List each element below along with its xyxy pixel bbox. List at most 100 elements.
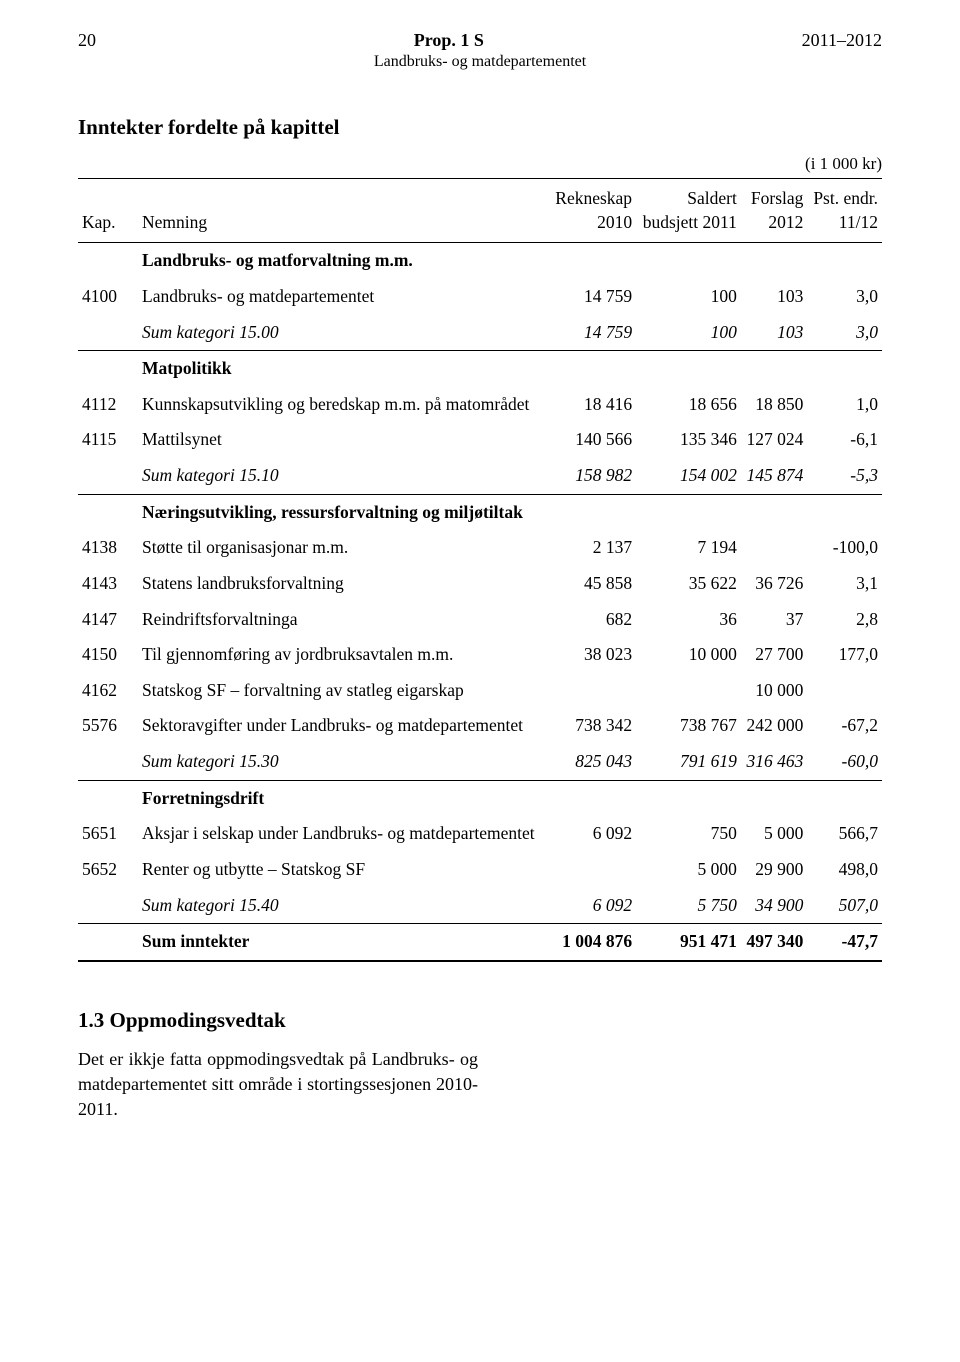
cell-kap: 5651: [78, 816, 138, 852]
cell-num: 135 346: [636, 422, 741, 458]
cell-name: Kunnskapsutvikling og beredskap m.m. på …: [138, 387, 549, 423]
cell-kap: 4112: [78, 387, 138, 423]
cell-num: 158 982: [549, 458, 636, 494]
cell-num: 3,1: [807, 566, 882, 602]
cell-num: 14 759: [549, 279, 636, 315]
cell-name: Sum kategori 15.30: [138, 744, 549, 780]
cell-name: Næringsutvikling, ressursforvaltning og …: [138, 494, 549, 530]
cell-name: Matpolitikk: [138, 351, 549, 387]
cell-num: [549, 780, 636, 816]
table-row: 5652Renter og utbytte – Statskog SF5 000…: [78, 852, 882, 888]
cell-num: 951 471: [636, 924, 741, 961]
cell-num: 6 092: [549, 816, 636, 852]
cell-kap: 4143: [78, 566, 138, 602]
cell-num: 2 137: [549, 530, 636, 566]
cell-num: [636, 494, 741, 530]
cell-num: 18 850: [741, 387, 808, 423]
cell-num: 127 024: [741, 422, 808, 458]
cell-name: Landbruks- og matforvaltning m.m.: [138, 243, 549, 279]
cell-num: -67,2: [807, 708, 882, 744]
doc-title: Prop. 1 S: [96, 30, 802, 51]
section-body-text: Det er ikkje fatta oppmodingsvedtak på L…: [78, 1047, 478, 1123]
col-nemning: Nemning: [138, 179, 549, 243]
table-row: Næringsutvikling, ressursforvaltning og …: [78, 494, 882, 530]
cell-kap: 5652: [78, 852, 138, 888]
cell-num: [549, 673, 636, 709]
table-row: Matpolitikk: [78, 351, 882, 387]
table-row: 4100Landbruks- og matdepartementet14 759…: [78, 279, 882, 315]
cell-num: [549, 494, 636, 530]
cell-num: 100: [636, 315, 741, 351]
cell-num: [741, 780, 808, 816]
cell-num: 37: [741, 602, 808, 638]
page-number: 20: [78, 30, 96, 51]
cell-num: 100: [636, 279, 741, 315]
col-rekneskap: Rekneskap 2010: [549, 179, 636, 243]
cell-num: -6,1: [807, 422, 882, 458]
section-heading: 1.3 Oppmodingsvedtak: [78, 1008, 882, 1033]
table-row: 4115Mattilsynet140 566135 346127 024-6,1: [78, 422, 882, 458]
cell-kap: 5576: [78, 708, 138, 744]
cell-kap: [78, 924, 138, 961]
section-body: Det er ikkje fatta oppmodingsvedtak på L…: [78, 1047, 478, 1123]
table-row: 5576Sektoravgifter under Landbruks- og m…: [78, 708, 882, 744]
cell-num: 750: [636, 816, 741, 852]
table-row: Sum kategori 15.406 0925 75034 900507,0: [78, 888, 882, 924]
cell-num: 738 342: [549, 708, 636, 744]
cell-num: 507,0: [807, 888, 882, 924]
cell-num: 103: [741, 315, 808, 351]
cell-num: 682: [549, 602, 636, 638]
cell-num: 2,8: [807, 602, 882, 638]
cell-num: 7 194: [636, 530, 741, 566]
cell-name: Renter og utbytte – Statskog SF: [138, 852, 549, 888]
table-title: Inntekter fordelte på kapittel: [78, 115, 882, 140]
cell-kap: [78, 494, 138, 530]
cell-num: 154 002: [636, 458, 741, 494]
cell-num: 140 566: [549, 422, 636, 458]
cell-name: Sum kategori 15.40: [138, 888, 549, 924]
table-row: 4162Statskog SF – forvaltning av statleg…: [78, 673, 882, 709]
cell-num: 14 759: [549, 315, 636, 351]
table-row: Sum kategori 15.30825 043791 619316 463-…: [78, 744, 882, 780]
cell-num: 1 004 876: [549, 924, 636, 961]
cell-kap: 4147: [78, 602, 138, 638]
cell-kap: [78, 458, 138, 494]
cell-num: 29 900: [741, 852, 808, 888]
cell-num: 177,0: [807, 637, 882, 673]
table-row: 4112Kunnskapsutvikling og beredskap m.m.…: [78, 387, 882, 423]
cell-kap: [78, 315, 138, 351]
cell-kap: [78, 744, 138, 780]
cell-num: [807, 243, 882, 279]
cell-name: Sum inntekter: [138, 924, 549, 961]
cell-num: 498,0: [807, 852, 882, 888]
income-table: Kap. Nemning Rekneskap 2010 Saldert buds…: [78, 178, 882, 962]
cell-num: -47,7: [807, 924, 882, 961]
col-saldert: Saldert budsjett 2011: [636, 179, 741, 243]
table-row: 4138Støtte til organisasjonar m.m.2 1377…: [78, 530, 882, 566]
cell-num: 316 463: [741, 744, 808, 780]
table-header-row: Kap. Nemning Rekneskap 2010 Saldert buds…: [78, 179, 882, 243]
cell-num: [807, 780, 882, 816]
table-row: 4143Statens landbruksforvaltning45 85835…: [78, 566, 882, 602]
table-row: Forretningsdrift: [78, 780, 882, 816]
table-row: Sum kategori 15.0014 7591001033,0: [78, 315, 882, 351]
cell-name: Sum kategori 15.10: [138, 458, 549, 494]
cell-num: 497 340: [741, 924, 808, 961]
cell-num: 34 900: [741, 888, 808, 924]
cell-kap: 4100: [78, 279, 138, 315]
table-row: 4150Til gjennomføring av jordbruksavtale…: [78, 637, 882, 673]
cell-num: 36: [636, 602, 741, 638]
cell-num: [549, 852, 636, 888]
cell-kap: [78, 888, 138, 924]
cell-num: 791 619: [636, 744, 741, 780]
table-row: 4147Reindriftsforvaltninga68236372,8: [78, 602, 882, 638]
table-row: Sum kategori 15.10158 982154 002145 874-…: [78, 458, 882, 494]
cell-num: [549, 351, 636, 387]
cell-kap: [78, 243, 138, 279]
unit-label: (i 1 000 kr): [78, 154, 882, 174]
cell-name: Aksjar i selskap under Landbruks- og mat…: [138, 816, 549, 852]
cell-num: -60,0: [807, 744, 882, 780]
cell-kap: [78, 780, 138, 816]
cell-num: 18 656: [636, 387, 741, 423]
cell-num: 45 858: [549, 566, 636, 602]
